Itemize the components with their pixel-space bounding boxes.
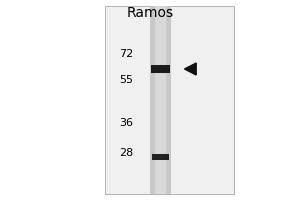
Text: 55: 55 bbox=[119, 75, 134, 85]
FancyBboxPatch shape bbox=[151, 65, 170, 73]
FancyBboxPatch shape bbox=[105, 6, 234, 194]
Text: Ramos: Ramos bbox=[126, 6, 174, 20]
FancyBboxPatch shape bbox=[155, 6, 166, 194]
Text: 72: 72 bbox=[119, 49, 134, 59]
FancyBboxPatch shape bbox=[152, 154, 169, 160]
FancyBboxPatch shape bbox=[150, 6, 171, 194]
Text: 28: 28 bbox=[119, 148, 134, 158]
Text: 36: 36 bbox=[119, 118, 134, 128]
Polygon shape bbox=[184, 63, 196, 75]
